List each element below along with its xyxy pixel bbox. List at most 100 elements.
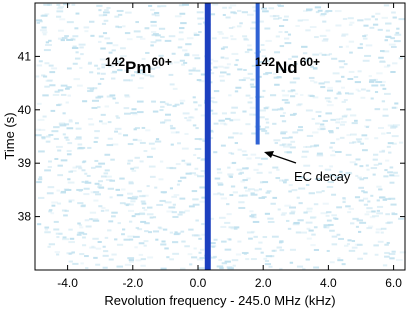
noise-cell [65, 101, 69, 104]
noise-cell [248, 237, 253, 240]
noise-cell [360, 142, 365, 145]
noise-cell [310, 65, 314, 68]
noise-cell [288, 58, 292, 61]
noise-cell [308, 229, 314, 232]
noise-cell [84, 219, 90, 222]
noise-cell [238, 79, 246, 82]
noise-cell [136, 100, 144, 103]
noise-cell [90, 34, 95, 37]
noise-cell [76, 136, 82, 139]
noise-cell [199, 186, 206, 189]
noise-cell [112, 70, 118, 73]
noise-cell [365, 126, 369, 129]
noise-cell [224, 57, 229, 60]
noise-cell [292, 89, 296, 92]
noise-cell [313, 81, 318, 84]
noise-cell [137, 228, 143, 231]
noise-cell [101, 206, 106, 209]
noise-cell [341, 115, 348, 118]
noise-cell [271, 249, 276, 252]
noise-cell [109, 196, 113, 199]
noise-cell [243, 68, 247, 71]
noise-cell [65, 138, 70, 141]
noise-cell [194, 173, 199, 176]
noise-cell [115, 25, 119, 28]
noise-cell [192, 198, 199, 201]
noise-cell [56, 3, 61, 6]
noise-cell [119, 55, 127, 58]
noise-cell [76, 188, 84, 191]
noise-cell [127, 143, 134, 146]
noise-cell [306, 237, 312, 240]
noise-cell [140, 200, 146, 203]
noise-cell [95, 165, 102, 168]
noise-cell [135, 21, 139, 24]
noise-cell [291, 55, 299, 58]
noise-cell [114, 127, 122, 130]
noise-cell [235, 86, 242, 89]
noise-cell [290, 140, 296, 143]
noise-cell [180, 176, 187, 179]
noise-cell [159, 199, 166, 202]
noise-cell [100, 175, 107, 178]
noise-cell [241, 78, 246, 81]
noise-cell [364, 54, 372, 57]
noise-cell [66, 86, 72, 89]
noise-cell [114, 15, 120, 18]
noise-cell [160, 243, 167, 246]
noise-cell [100, 77, 105, 80]
noise-cell [93, 199, 99, 202]
noise-cell [306, 210, 313, 213]
noise-cell [80, 53, 84, 56]
noise-cell [210, 217, 215, 220]
noise-cell [305, 59, 310, 62]
noise-cell [323, 226, 327, 229]
noise-cell [328, 100, 332, 103]
noise-cell [385, 213, 390, 216]
noise-cell [373, 153, 379, 156]
x-tick-label: 4.0 [320, 276, 337, 290]
noise-cell [305, 183, 310, 186]
noise-cell [110, 215, 116, 218]
noise-cell [146, 213, 154, 216]
noise-cell [306, 207, 313, 210]
noise-cell [264, 132, 270, 135]
noise-cell [389, 174, 395, 177]
noise-cell [285, 219, 290, 222]
noise-cell [210, 13, 216, 16]
noise-cell [285, 63, 292, 66]
noise-cell [329, 174, 335, 177]
noise-cell [384, 255, 390, 258]
noise-cell [38, 196, 45, 199]
noise-cell [198, 31, 202, 34]
y-tick-label: 38 [18, 210, 32, 224]
noise-cell [35, 128, 41, 131]
noise-cell [324, 11, 329, 14]
noise-cell [341, 75, 345, 78]
noise-cell [225, 117, 231, 120]
noise-cell [66, 67, 72, 70]
noise-cell [237, 9, 242, 12]
noise-cell [42, 94, 49, 97]
noise-cell [78, 167, 83, 170]
noise-cell [44, 62, 50, 65]
noise-cell [290, 95, 296, 98]
noise-cell [100, 47, 106, 50]
noise-cell [305, 109, 313, 112]
noise-cell [148, 142, 155, 145]
noise-cell [103, 172, 109, 175]
noise-cell [330, 141, 336, 144]
noise-cell [345, 172, 353, 175]
noise-cell [252, 113, 258, 116]
noise-cell [393, 171, 398, 174]
noise-cell [196, 79, 202, 82]
noise-cell [348, 92, 354, 95]
noise-cell [133, 30, 141, 33]
noise-cell [153, 216, 157, 219]
noise-cell [131, 195, 139, 198]
noise-cell [343, 99, 348, 102]
noise-cell [224, 260, 231, 263]
noise-cell [101, 66, 106, 69]
noise-cell [124, 69, 131, 72]
noise-cell [289, 81, 297, 84]
